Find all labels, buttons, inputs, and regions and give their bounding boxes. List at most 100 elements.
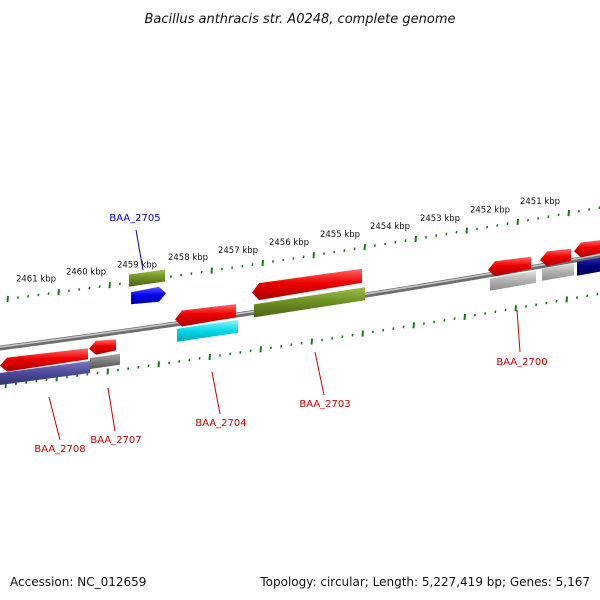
gene-block [542,263,574,281]
gene-arrow [175,304,236,327]
minor-tick [341,335,344,339]
gene-arrow [488,256,531,277]
minor-tick [47,292,50,295]
gene-block [129,269,165,287]
minor-tick [98,285,101,288]
minor-tick [290,343,293,347]
major-tick [210,267,213,274]
minor-tick [384,242,387,246]
minor-tick [555,299,558,303]
label-leader-line [135,229,144,271]
minor-tick [435,234,438,238]
minor-tick [167,361,170,365]
gene-label-leaders [48,229,521,441]
map-title: Bacillus anthracis str. A0248, complete … [144,12,455,27]
minor-tick [322,252,325,256]
minor-tick [526,218,529,222]
minor-tick [547,215,550,219]
major-tick [106,368,109,375]
minor-tick [575,296,578,300]
minor-tick [300,341,303,345]
minor-tick [65,375,68,379]
gene-block [490,270,536,291]
gene-label: BAA_2704 [195,418,246,429]
minor-tick [445,232,448,236]
genome-stats-text: Topology: circular; Length: 5,227,419 bp… [259,575,590,589]
minor-tick [373,244,376,247]
major-tick [310,338,313,345]
gene-label: BAA_2708 [34,444,85,455]
minor-tick [25,381,28,384]
major-tick [514,305,517,312]
accession-text: Accession: NC_012659 [10,575,146,589]
minor-tick [486,225,489,229]
major-tick [108,282,111,289]
minor-tick [504,308,507,312]
minor-tick [392,327,395,330]
major-tick [6,295,9,303]
minor-tick [137,365,140,369]
minor-tick [402,325,405,329]
minor-tick [14,382,17,386]
scale-label: 2451 kbp [520,197,560,207]
major-tick [516,218,519,226]
gene-block [254,287,365,318]
minor-tick [422,322,425,326]
minor-tick [588,208,591,211]
minor-tick [537,217,540,220]
major-tick [259,346,262,353]
minor-tick [535,303,538,307]
minor-tick [37,293,40,297]
minor-tick [484,312,487,315]
scale-label: 2455 kbp [320,230,360,240]
minor-tick [506,222,509,226]
minor-tick [496,224,499,227]
minor-tick [494,310,497,314]
minor-tick [343,249,346,252]
minor-tick [190,272,193,275]
minor-tick [394,240,397,244]
gene-arrow [89,339,116,355]
minor-tick [577,209,580,213]
minor-tick [188,358,191,362]
minor-tick [351,333,354,337]
scale-label: 2452 kbp [470,206,510,216]
minor-tick [433,320,436,324]
minor-tick [596,292,599,296]
minor-tick [271,260,274,263]
label-leader-line [48,396,61,441]
minor-tick [241,264,244,268]
minor-tick [302,255,305,259]
minor-tick [524,305,527,308]
scale-label: 2456 kbp [269,238,309,248]
gene-labels: BAA_2705 BAA_2708 BAA_2707 BAA_2704 BAA_2703… [34,213,547,455]
major-tick [208,353,211,361]
label-leader-line [314,351,325,396]
minor-tick [453,317,456,320]
minor-tick [239,351,242,354]
minor-tick [586,294,589,298]
minor-tick [147,364,150,368]
minor-tick [282,258,285,262]
gene-block [90,353,120,369]
gene-label: BAA_2707 [90,435,141,446]
gene-label: BAA_2705 [109,213,160,224]
gene-block [0,361,90,385]
gene-label: BAA_2700 [496,357,547,368]
scale-label: 2458 kbp [168,253,208,263]
major-tick [57,289,60,296]
minor-tick [198,357,201,360]
minor-tick [331,337,334,340]
gene-block [177,319,238,342]
major-tick [361,330,364,337]
gene-label: BAA_2703 [299,399,350,410]
major-tick [157,361,160,368]
major-tick [261,259,264,267]
minor-tick [218,354,221,357]
scale-label: 2459 kbp [117,260,157,270]
minor-tick [269,346,272,350]
major-tick [414,235,417,243]
major-tick [465,227,468,234]
minor-tick [545,301,548,305]
minor-tick [169,275,172,278]
